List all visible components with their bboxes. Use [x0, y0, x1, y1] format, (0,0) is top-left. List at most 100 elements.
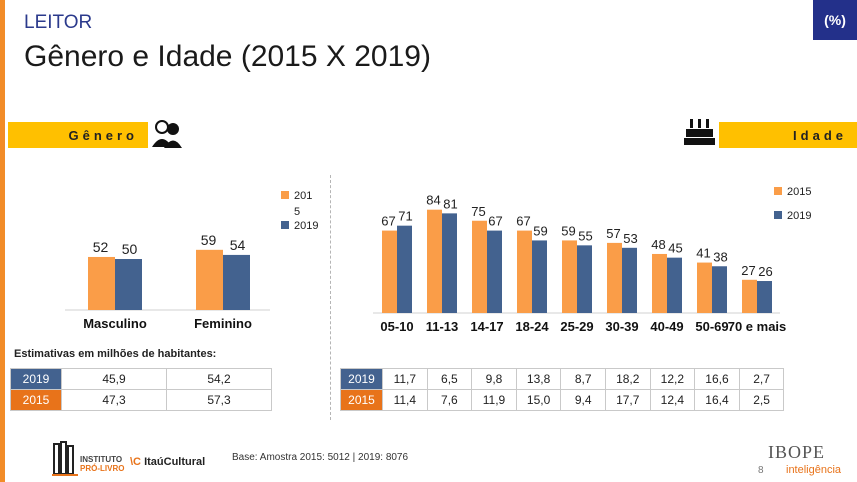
data-label: 59: [201, 232, 217, 248]
bar: [742, 279, 757, 313]
bar: [442, 213, 457, 313]
gender-band: Gênero: [8, 122, 148, 148]
sample-base-note: Base: Amostra 2015: 5012 | 2019: 8076: [232, 452, 409, 463]
data-label: 48: [651, 237, 665, 252]
data-label: 75: [471, 204, 485, 219]
bar: [697, 262, 712, 313]
bar: [487, 230, 502, 313]
data-label: 67: [381, 214, 395, 229]
data-label: 55: [578, 228, 592, 243]
logo-text: INSTITUTO PRÓ-LIVRO: [80, 455, 125, 473]
bar: [532, 240, 547, 313]
data-label: 53: [623, 231, 637, 246]
gender-chart: 52 50 Masculino 59 54 Feminino 201 5 2019: [65, 190, 318, 331]
value-cell: 2,7: [738, 368, 785, 390]
value-cell: 15,0: [515, 389, 562, 411]
data-label: 54: [230, 237, 246, 253]
bar: [517, 230, 532, 313]
data-label: 50: [122, 241, 138, 257]
category-label: 11-13: [426, 319, 459, 334]
year-cell: 2019: [10, 368, 62, 390]
bar: [397, 225, 412, 313]
bar: [577, 245, 592, 313]
gender-estimates-table: 2019 45,9 54,2 2015 47,3 57,3: [10, 368, 272, 411]
value-cell: 7,6: [426, 389, 473, 411]
category-label: 05-10: [380, 319, 413, 334]
year-cell: 2019: [340, 368, 383, 390]
value-cell: 16,6: [694, 368, 740, 390]
bar: [223, 254, 250, 310]
data-label: 41: [696, 246, 710, 261]
value-cell: 54,2: [166, 368, 272, 390]
bar: [115, 259, 142, 310]
table-row: 2015 47,3 57,3: [10, 389, 272, 411]
ibope-tagline: inteligência: [786, 464, 842, 476]
legend-swatch: [281, 191, 289, 199]
bar: [88, 256, 115, 310]
left-accent-bar: [0, 0, 5, 482]
bar: [472, 220, 487, 313]
estimates-note: Estimativas em milhões de habitantes:: [14, 348, 217, 360]
value-cell: 47,3: [61, 389, 167, 411]
data-label: 81: [443, 196, 457, 211]
bar: [427, 209, 442, 313]
legend-swatch: [774, 187, 782, 195]
section-divider: [330, 175, 331, 420]
data-label: 27: [741, 263, 755, 278]
data-label: 59: [533, 223, 547, 238]
table-row: 2019 11,7 6,5 9,8 13,8 8,7 18,2 12,2 16,6 2,7: [340, 368, 785, 390]
year-cell: 2015: [340, 389, 383, 411]
value-cell: 9,4: [560, 389, 606, 411]
bar: [712, 266, 727, 313]
value-cell: 12,2: [649, 368, 696, 390]
legend-label: 2019: [787, 210, 811, 222]
data-label: 57: [606, 226, 620, 241]
value-cell: 16,4: [694, 389, 740, 411]
ibope-logo: IBOPE: [768, 442, 826, 462]
category-label: 70 e mais: [728, 319, 787, 334]
table-row: 2019 45,9 54,2: [10, 368, 272, 390]
bar: [667, 257, 682, 313]
category-label: 50-69: [695, 319, 728, 334]
data-label: 67: [488, 214, 502, 229]
value-cell: 13,8: [515, 368, 562, 390]
value-cell: 18,2: [604, 368, 651, 390]
value-cell: 57,3: [166, 389, 272, 411]
legend-swatch: [774, 211, 782, 219]
data-label: 52: [93, 239, 109, 255]
people-icon: [150, 117, 184, 154]
page-title: Gênero e Idade (2015 X 2019): [24, 40, 431, 73]
category-label: 25-29: [560, 319, 593, 334]
value-cell: 12,4: [649, 389, 696, 411]
value-cell: 9,8: [471, 368, 517, 390]
legend-label: 2019: [294, 220, 318, 232]
age-estimates-table: 2019 11,7 6,5 9,8 13,8 8,7 18,2 12,2 16,6 2,7 2015…: [340, 368, 785, 411]
bar: [562, 240, 577, 313]
value-cell: 6,5: [426, 368, 473, 390]
data-label: 38: [713, 249, 727, 264]
year-cell: 2015: [10, 389, 62, 411]
category-label: Feminino: [194, 316, 252, 331]
bar: [196, 249, 223, 310]
value-cell: 11,4: [382, 389, 428, 411]
bar: [757, 281, 772, 313]
bar: [652, 253, 667, 313]
data-label: 71: [398, 209, 412, 224]
bar: [607, 242, 622, 313]
value-cell: 11,9: [471, 389, 517, 411]
table-row: 2015 11,4 7,6 11,9 15,0 9,4 17,7 12,4 16,4 2,5: [340, 389, 785, 411]
data-label: 45: [668, 241, 682, 256]
bar: [622, 247, 637, 313]
value-cell: 17,7: [604, 389, 651, 411]
value-cell: 45,9: [61, 368, 167, 390]
section-label: LEITOR: [24, 12, 93, 33]
unit-badge: (%): [813, 0, 857, 40]
page-number: 8: [758, 465, 764, 476]
legend-label: 2015: [787, 186, 811, 198]
itau-cultural-logo: \C ItaúCultural: [130, 456, 206, 468]
value-cell: 2,5: [738, 389, 785, 411]
category-label: 18-24: [515, 319, 549, 334]
data-label: 26: [758, 264, 772, 279]
instituto-pro-livro-logo: [52, 440, 80, 481]
